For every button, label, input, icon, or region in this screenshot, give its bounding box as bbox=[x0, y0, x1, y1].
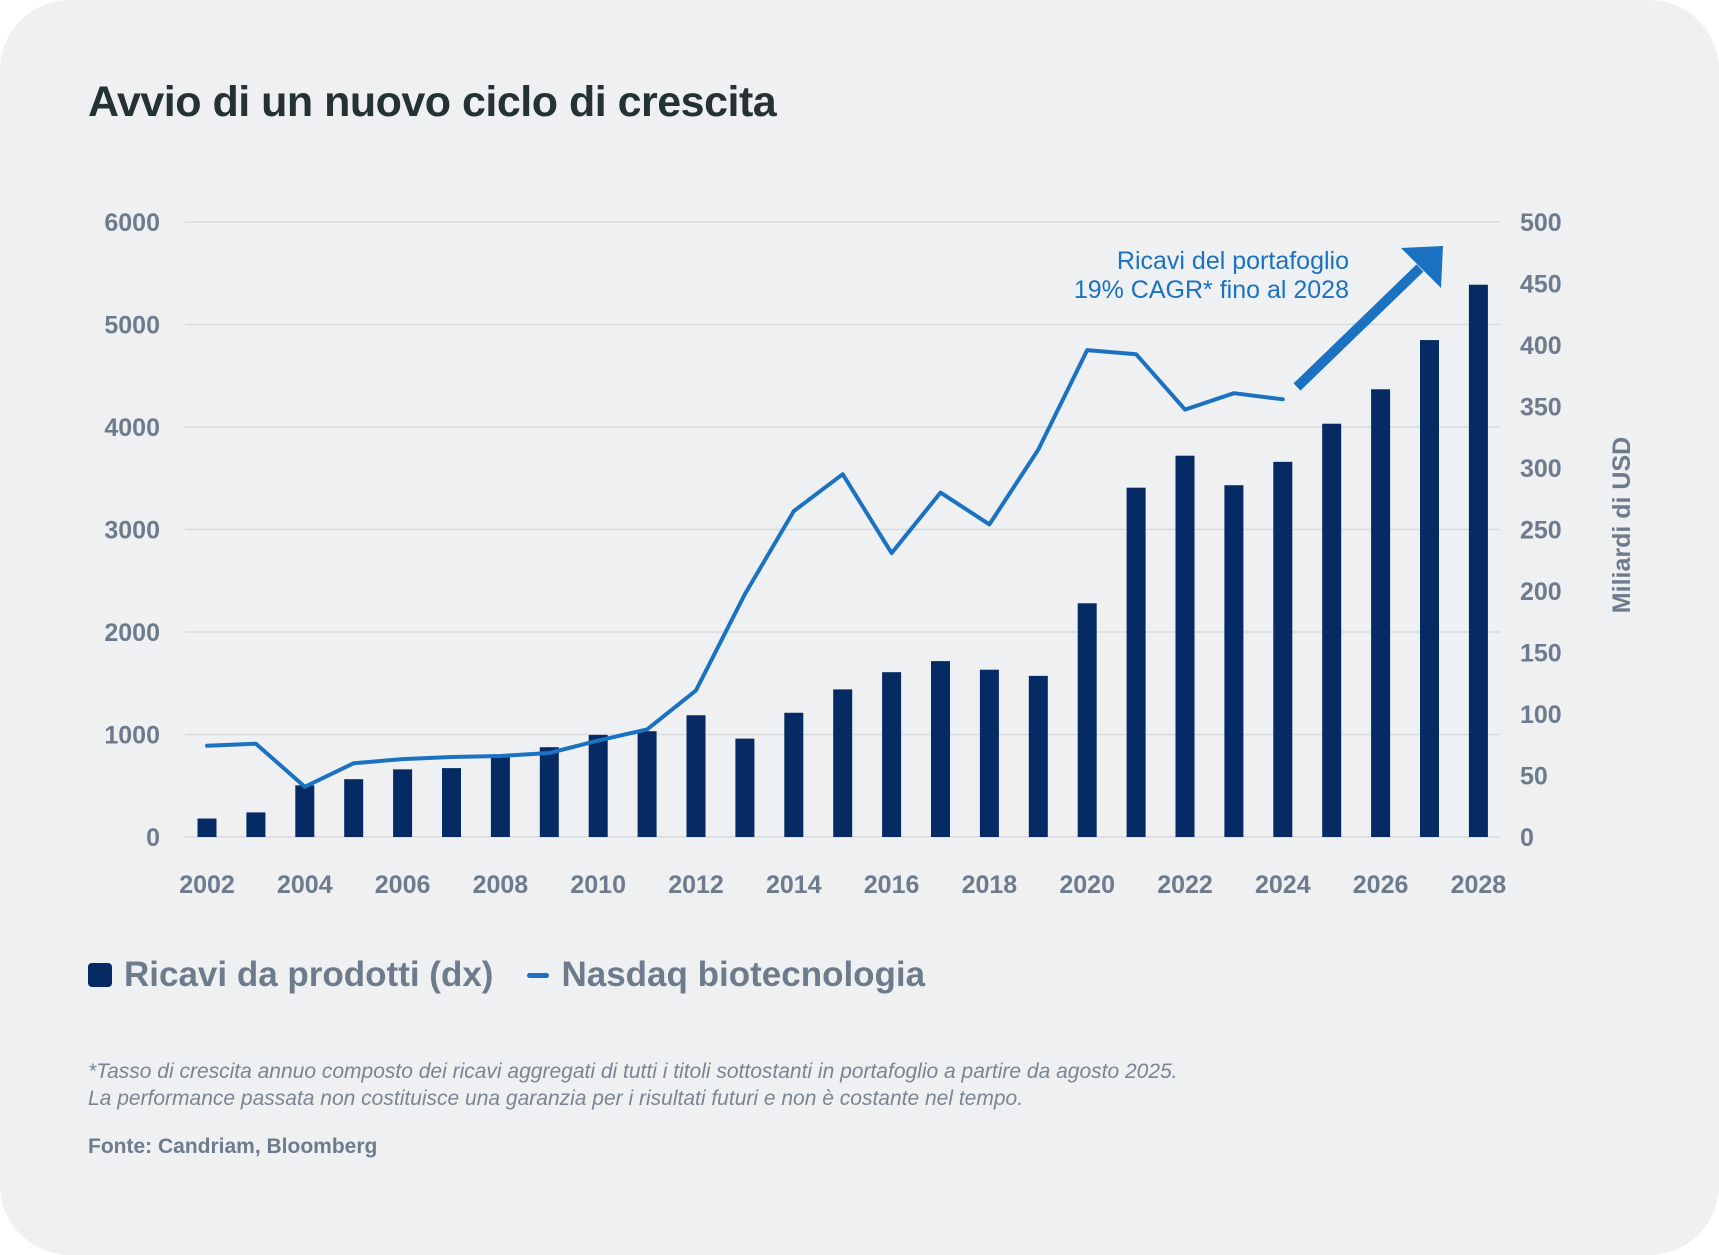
left-axis-ticks: 0 1000 2000 3000 4000 5000 6000 bbox=[104, 209, 160, 852]
legend-line-swatch bbox=[527, 972, 550, 978]
bar-2016 bbox=[882, 672, 902, 837]
right-tick-label: 450 bbox=[1520, 271, 1562, 299]
x-tick-label: 2010 bbox=[570, 871, 626, 899]
x-tick-label: 2008 bbox=[473, 871, 529, 899]
bar-series bbox=[197, 284, 1488, 838]
left-tick-label: 6000 bbox=[104, 209, 160, 237]
bar-2019 bbox=[1028, 675, 1048, 837]
nasdaq-line bbox=[205, 348, 1285, 789]
chart-title: Avvio di un nuovo ciclo di crescita bbox=[88, 78, 777, 126]
x-tick-label: 2006 bbox=[375, 871, 431, 899]
right-axis-ticks: 0 50 100 150 200 250 300 350 400 450 500 bbox=[1520, 209, 1562, 852]
x-tick-label: 2014 bbox=[766, 871, 822, 899]
x-tick-label: 2020 bbox=[1059, 871, 1115, 899]
footnote-line-2: La performance passata non costituisce u… bbox=[88, 1087, 1024, 1110]
x-tick-label: 2022 bbox=[1157, 871, 1213, 899]
annotation-line-2: 19% CAGR* fino al 2028 bbox=[1074, 276, 1349, 304]
bar-2014 bbox=[784, 712, 804, 837]
bar-2002 bbox=[197, 818, 217, 837]
bar-2011 bbox=[637, 731, 657, 837]
bar-2008 bbox=[490, 755, 510, 837]
bar-2009 bbox=[539, 747, 559, 837]
right-tick-label: 500 bbox=[1520, 209, 1562, 237]
x-tick-label: 2012 bbox=[668, 871, 724, 899]
bar-2004 bbox=[295, 785, 315, 837]
bar-2025 bbox=[1322, 423, 1342, 837]
x-tick-label: 2028 bbox=[1451, 871, 1507, 899]
bar-2003 bbox=[246, 812, 266, 837]
legend-line-label: Nasdaq biotecnologia bbox=[561, 955, 926, 994]
left-tick-label: 5000 bbox=[104, 312, 160, 340]
right-axis-label: Miliardi di USD bbox=[1608, 437, 1636, 613]
x-tick-label: 2004 bbox=[277, 871, 333, 899]
right-tick-label: 100 bbox=[1520, 701, 1562, 729]
footnote: *Tasso di crescita annuo composto dei ri… bbox=[88, 1058, 1178, 1112]
right-tick-label: 50 bbox=[1520, 763, 1548, 791]
legend-bars-label: Ricavi da prodotti (dx) bbox=[124, 955, 494, 994]
x-tick-label: 2024 bbox=[1255, 871, 1311, 899]
footnote-line-1: *Tasso di crescita annuo composto dei ri… bbox=[88, 1060, 1178, 1083]
right-tick-label: 200 bbox=[1520, 578, 1562, 606]
bar-2012 bbox=[686, 715, 706, 837]
bar-2021 bbox=[1126, 487, 1146, 837]
x-tick-label: 2018 bbox=[962, 871, 1018, 899]
legend-bar-swatch bbox=[88, 963, 112, 987]
bar-2017 bbox=[931, 661, 950, 837]
bar-2018 bbox=[979, 669, 999, 837]
x-axis-ticks: 2002 2004 2006 2008 2010 2012 2014 2016 2018 2020… bbox=[179, 871, 1506, 899]
bar-2027 bbox=[1420, 340, 1439, 837]
bar-2024 bbox=[1273, 461, 1293, 837]
growth-arrow-shaft bbox=[1293, 264, 1424, 391]
bar-2010 bbox=[588, 734, 608, 837]
growth-arrow-head-icon bbox=[1401, 246, 1443, 288]
left-tick-label: 1000 bbox=[104, 722, 160, 750]
source-note: Fonte: Candriam, Bloomberg bbox=[88, 1135, 378, 1158]
right-tick-label: 150 bbox=[1520, 640, 1562, 668]
cagr-annotation: Ricavi del portafoglio 19% CAGR* fino al… bbox=[1074, 246, 1443, 391]
bar-2020 bbox=[1077, 603, 1097, 837]
right-tick-label: 350 bbox=[1520, 394, 1562, 422]
annotation-line-1: Ricavi del portafoglio bbox=[1117, 247, 1349, 275]
x-tick-label: 2016 bbox=[864, 871, 920, 899]
right-tick-label: 250 bbox=[1520, 517, 1562, 545]
left-tick-label: 2000 bbox=[104, 619, 160, 647]
left-tick-label: 0 bbox=[146, 824, 160, 852]
x-tick-label: 2026 bbox=[1353, 871, 1409, 899]
x-tick-label: 2002 bbox=[179, 871, 235, 899]
bar-2013 bbox=[735, 738, 755, 837]
bar-2006 bbox=[393, 769, 413, 837]
right-tick-label: 0 bbox=[1520, 824, 1534, 852]
bar-2026 bbox=[1371, 389, 1391, 837]
bar-2028 bbox=[1468, 284, 1488, 838]
bar-2023 bbox=[1224, 485, 1244, 837]
bar-2005 bbox=[344, 779, 364, 837]
right-tick-label: 400 bbox=[1520, 332, 1562, 360]
bar-2007 bbox=[442, 768, 461, 837]
bar-2015 bbox=[833, 689, 853, 837]
left-tick-label: 3000 bbox=[104, 517, 160, 545]
left-tick-label: 4000 bbox=[104, 414, 160, 442]
right-tick-label: 300 bbox=[1520, 455, 1562, 483]
legend: Ricavi da prodotti (dx) Nasdaq biotecnol… bbox=[88, 955, 925, 995]
bar-2022 bbox=[1175, 455, 1195, 837]
